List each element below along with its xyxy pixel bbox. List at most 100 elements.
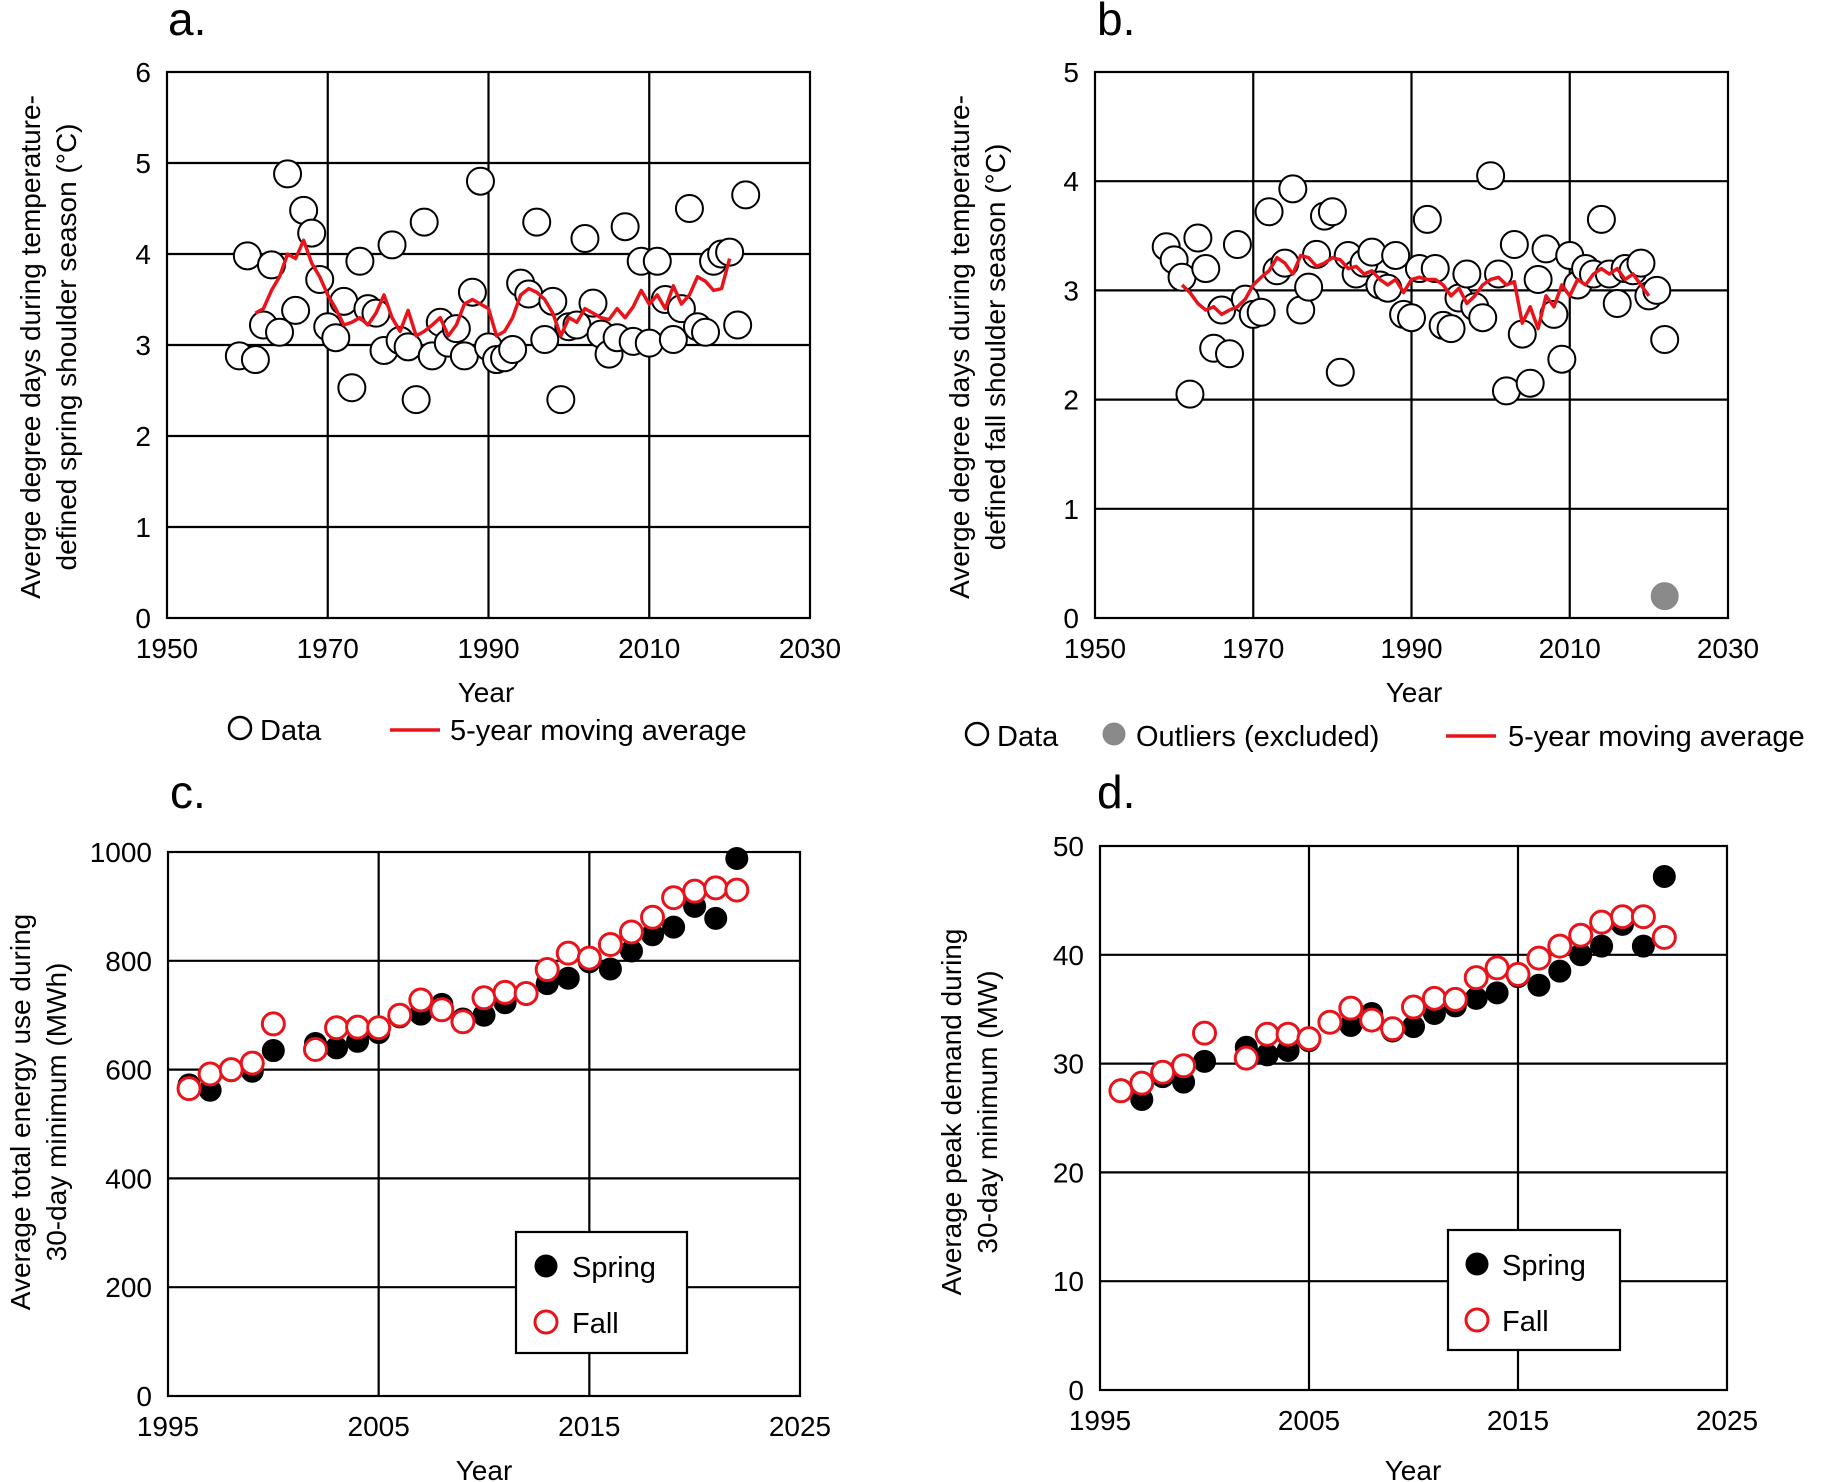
panel-b-x-axis-title: Year <box>1386 677 1443 708</box>
panel-b-legend-outlier-marker <box>1102 722 1126 746</box>
panel-d-fall-point <box>1338 995 1364 1021</box>
panel-d-fall-point <box>1296 1026 1322 1052</box>
panel-b-data-point <box>1499 230 1529 260</box>
panel-c-x-tick-label: 2025 <box>769 1411 831 1442</box>
panel-b-legend-data-marker <box>964 721 990 747</box>
panel-d-x-tick-label: 1995 <box>1069 1405 1131 1436</box>
panel-b-data-point <box>1452 259 1482 289</box>
panel-a-x-tick-label: 1950 <box>136 633 198 664</box>
panel-c-plot: 1995 2005 2015 2025 0 200 400 600 800 1000 <box>90 837 831 1442</box>
panel-a-x-tick-label: 2030 <box>779 633 841 664</box>
panel-a: a. 1950 1970 1990 2010 2030 0 1 2 3 4 5 6 Year Aver… <box>15 0 841 747</box>
panel-c-fall-point <box>618 919 644 945</box>
panel-d-fall-point <box>1463 965 1489 991</box>
panel-b-data-point <box>1642 275 1672 305</box>
panel-b-data-point <box>1531 234 1561 264</box>
panel-d-x-axis-title: Year <box>1385 1455 1442 1482</box>
panel-d-fall-point <box>1630 904 1656 930</box>
panel-d-fall-point <box>1150 1059 1176 1085</box>
panel-c-y-tick-label: 1000 <box>90 837 152 868</box>
panel-b-data-point <box>1357 237 1387 267</box>
panel-a-data-point <box>642 246 672 276</box>
panel-c-spring-point <box>725 847 749 871</box>
panel-d-plot: 1995 2005 2015 2025 0 10 20 30 40 50 <box>1053 831 1758 1436</box>
panel-d-fall-point <box>1526 945 1552 971</box>
panel-c-x-tick-label: 2005 <box>348 1411 410 1442</box>
panel-b-plot: 1950 1970 1990 2010 2030 0 1 2 3 4 5 <box>1063 57 1759 664</box>
panel-c-spring-point <box>662 915 686 939</box>
panel-a-y-tick-label: 3 <box>135 330 151 361</box>
panel-c-fall-point <box>576 945 602 971</box>
panel-a-y-tick-label: 4 <box>135 239 151 270</box>
panel-c-y-tick-label: 600 <box>105 1055 152 1086</box>
panel-b-x-tick-label: 2030 <box>1697 633 1759 664</box>
panel-d-fall-point <box>1547 933 1573 959</box>
panel-b-data-point <box>1191 254 1221 284</box>
panel-b-data-point <box>1381 240 1411 270</box>
panel-b-y-tick-label: 4 <box>1063 166 1079 197</box>
panel-a-data-point <box>674 194 704 223</box>
panel-a-legend: Data 5-year moving average <box>227 715 747 747</box>
panel-c-fall-point <box>366 1015 392 1041</box>
panel-a-x-tick-label: 2010 <box>618 633 680 664</box>
panel-a-data-point <box>530 325 560 355</box>
panel-b-data-point <box>1222 230 1252 260</box>
panel-a-data-point <box>232 241 262 271</box>
panel-a-data-point <box>321 323 351 353</box>
panel-d-fall-point <box>1275 1021 1301 1047</box>
panel-d-spring-point <box>1548 959 1572 983</box>
panel-c-fall-point <box>471 985 497 1011</box>
panel-c-fall-point <box>661 885 687 911</box>
panel-a-plot-frame <box>165 70 812 620</box>
panel-a-legend-moving-average-label: 5-year moving average <box>450 715 747 747</box>
panel-b-y-axis-title-line1: Averge degree days during temperature- <box>944 95 975 599</box>
panel-a-data-point <box>329 286 359 316</box>
panel-a-x-axis-title: Year <box>458 677 515 708</box>
panel-c-fall-point <box>597 931 623 957</box>
panel-c-legend-spring-marker <box>534 1254 558 1278</box>
panel-c-x-tick-label: 1995 <box>137 1411 199 1442</box>
panel-d-legend-fall-label: Fall <box>1502 1306 1549 1338</box>
panel-d-fall-point <box>1129 1070 1155 1096</box>
panel-c-spring-point <box>598 957 622 981</box>
panel-b-data-point <box>1412 204 1442 234</box>
panel-a-letter: a. <box>168 0 206 45</box>
panel-c-y-tick-label: 200 <box>105 1272 152 1303</box>
panel-d-y-axis-title-line2: 30-day minimum (MW) <box>972 970 1003 1253</box>
panel-c-spring-point <box>704 906 728 930</box>
panel-a-5-year-moving-average-line <box>254 238 732 338</box>
panel-d-fall-point <box>1401 994 1426 1020</box>
panel-b-data-point <box>1650 325 1680 355</box>
panel-a-data-point <box>666 294 696 324</box>
panel-d-fall-point <box>1380 1016 1406 1042</box>
panel-d-spring-point <box>1255 1043 1279 1067</box>
panel-c-y-tick-label: 400 <box>105 1163 152 1194</box>
panel-b-data-point <box>1215 339 1245 369</box>
panel-b-data-point <box>1468 303 1498 333</box>
panel-a-data-point <box>570 224 600 254</box>
panel-a-data-point <box>240 345 270 375</box>
panel-b-y-tick-label: 2 <box>1063 385 1079 416</box>
panel-c-legend-fall-label: Fall <box>572 1308 619 1340</box>
panel-d-fall-point <box>1442 986 1468 1012</box>
panel-b-y-tick-label: 1 <box>1063 494 1079 525</box>
panel-d-fall-point <box>1484 955 1510 981</box>
panel-c-fall-point <box>345 1014 371 1040</box>
panel-d-fall-point <box>1192 1020 1217 1046</box>
panel-b-data-point <box>1523 264 1553 294</box>
panel-d-spring-point <box>1652 864 1676 888</box>
panel-b-outliers-excluded-point <box>1650 582 1679 611</box>
panel-d-spring-point <box>1527 973 1551 997</box>
panel-d-legend-spring-marker <box>1465 1252 1489 1276</box>
panel-a-data-point <box>337 373 367 403</box>
panel-c-fall-point <box>682 878 708 904</box>
panel-b-data-point <box>1317 197 1347 227</box>
panel-b-y-axis-title-line2: defined fall shoulder season (°C) <box>980 144 1011 551</box>
panel-a-y-tick-label: 5 <box>135 148 151 179</box>
panel-c-y-tick-label: 800 <box>105 946 152 977</box>
panel-b-legend-outlier-label: Outliers (excluded) <box>1136 721 1379 753</box>
panel-c-fall-point <box>703 875 729 901</box>
panel-b-plot-frame <box>1093 70 1730 620</box>
panel-b-data-point <box>1476 161 1506 191</box>
panel-d-legend-spring-label: Spring <box>1502 1250 1586 1282</box>
